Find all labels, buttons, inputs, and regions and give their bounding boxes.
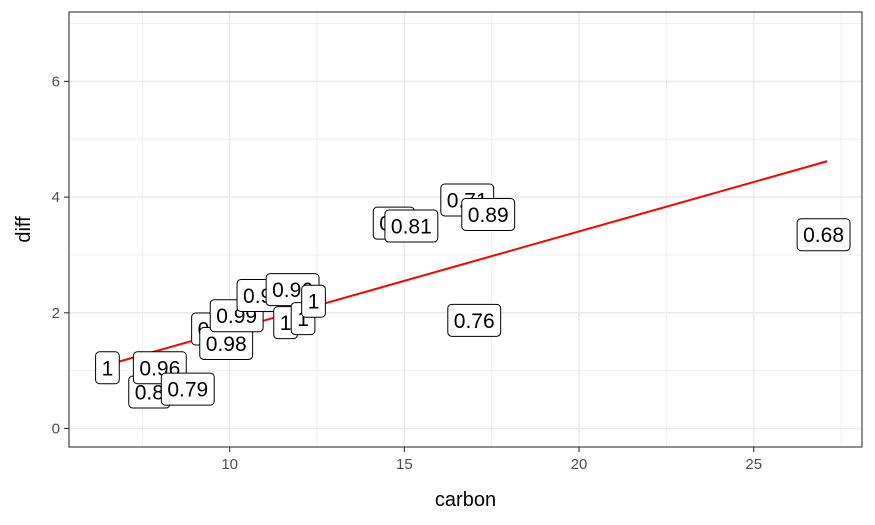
point-label-box [301, 284, 326, 318]
panel-border [68, 11, 863, 448]
y-tick-label: 2 [52, 305, 60, 322]
point-label: 0.89 [461, 197, 516, 231]
point-label: 0.68 [796, 218, 851, 252]
point-label-box [461, 197, 516, 231]
x-tick-label: 20 [571, 456, 588, 473]
point-label-text: 0.8 [135, 382, 164, 405]
point-label-text: 0.79 [167, 379, 208, 402]
point-label: 1 [95, 351, 120, 385]
x-axis-title: carbon [435, 489, 496, 511]
x-axis-tick-labels: 10 15 20 25 [221, 456, 762, 473]
point-label-box [95, 351, 120, 385]
point-label-text: 0.9 [243, 285, 272, 308]
point-label-text: 0.68 [803, 224, 844, 247]
point-label-box [384, 209, 439, 243]
y-tick-label: 6 [52, 73, 60, 90]
y-tick-label: 4 [52, 189, 60, 206]
y-axis-title: diff [13, 216, 35, 243]
point-label-text: 1 [297, 308, 309, 331]
point-label-text: 1 [308, 291, 320, 314]
y-tick-label: 0 [52, 420, 60, 437]
point-label-text: 1 [102, 357, 114, 380]
x-tick-label: 15 [396, 456, 413, 473]
x-tick-label: 10 [221, 456, 238, 473]
point-label-box [447, 303, 502, 337]
point-label: 1 [301, 284, 326, 318]
point-label-text: 0.98 [206, 333, 247, 356]
point-label-text: 0.76 [454, 310, 495, 333]
axis-ticks [64, 80, 755, 452]
point-label: 0.81 [384, 209, 439, 243]
point-label-text: 0.81 [391, 216, 432, 239]
point-label: 0.98 [199, 326, 254, 360]
point-label-box [796, 218, 851, 252]
x-tick-label: 25 [745, 456, 762, 473]
point-label: 0.79 [160, 372, 215, 406]
y-axis-tick-labels: 0 2 4 6 [52, 73, 60, 437]
point-label-box [160, 372, 215, 406]
point-label: 0.76 [447, 303, 502, 337]
point-labels-layer: 10.80.960.790.90.980.990.910.96110.80.81… [95, 183, 851, 409]
point-label-text: 0.89 [468, 204, 509, 227]
point-label-text: 1 [280, 312, 292, 335]
major-gridlines [69, 12, 862, 447]
